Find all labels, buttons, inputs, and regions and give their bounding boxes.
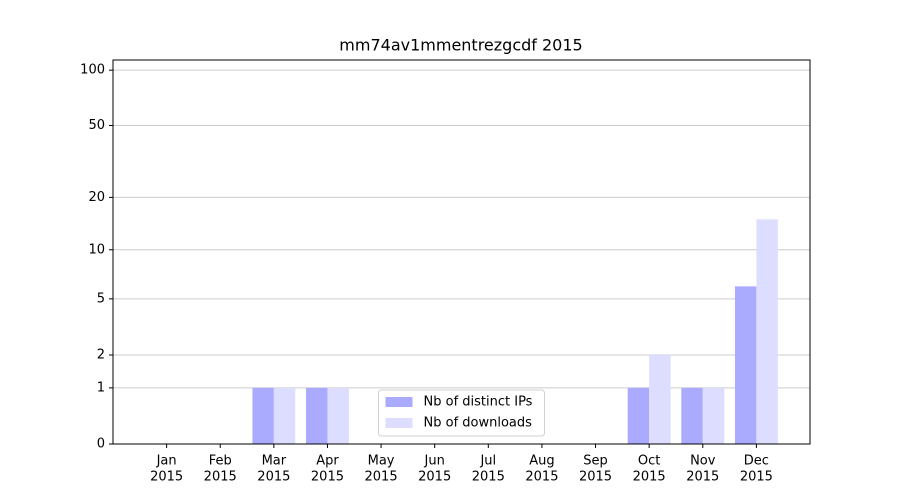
x-tick-label: Dec: [744, 454, 769, 469]
x-tick-label: 2015: [740, 470, 773, 485]
x-tick-label: 2015: [579, 470, 612, 485]
x-tick-label: Sep: [583, 454, 608, 469]
y-tick-label: 20: [88, 190, 105, 205]
bar: [681, 387, 703, 444]
bar: [306, 387, 328, 444]
y-tick-label: 5: [97, 291, 105, 306]
y-tick-label: 1: [97, 380, 105, 395]
legend-swatch: [385, 397, 413, 407]
x-tick-label: May: [368, 454, 395, 469]
y-tick-label: 2: [97, 348, 105, 363]
x-tick-label: Oct: [638, 454, 660, 469]
x-tick-label: Jul: [479, 454, 496, 469]
y-tick-label: 10: [88, 242, 105, 257]
x-tick-label: 2015: [633, 470, 666, 485]
x-tick-label: 2015: [472, 470, 505, 485]
x-tick-label: Aug: [529, 454, 554, 469]
x-tick-label: 2015: [686, 470, 719, 485]
x-tick-label: 2015: [418, 470, 451, 485]
bar: [734, 286, 757, 444]
bar: [627, 387, 650, 444]
legend-label: Nb of distinct IPs: [424, 395, 533, 410]
y-tick-label: 100: [80, 63, 105, 78]
bar: [327, 387, 349, 444]
x-tick-label: 2015: [365, 470, 398, 485]
legend-box: [378, 389, 545, 437]
x-tick-label: Feb: [209, 454, 232, 469]
legend-label: Nb of downloads: [424, 416, 533, 431]
bar: [273, 387, 296, 444]
x-tick-label: 2015: [525, 470, 558, 485]
x-tick-label: Jun: [424, 454, 445, 469]
x-tick-label: Mar: [262, 454, 287, 469]
y-tick-label: 0: [97, 437, 105, 452]
x-tick-label: Apr: [316, 454, 339, 469]
y-tick-label: 50: [88, 118, 105, 133]
x-tick-label: 2015: [150, 470, 183, 485]
bar: [252, 387, 274, 444]
axes-frame: [112, 59, 811, 445]
x-tick-label: 2015: [204, 470, 237, 485]
legend-swatch: [385, 418, 413, 428]
x-tick-label: Jan: [156, 454, 177, 469]
bar: [756, 219, 778, 444]
bar: [702, 387, 725, 444]
x-tick-label: Nov: [690, 454, 716, 469]
chart-title: mm74av1mmentrezgcdf 2015: [339, 36, 582, 55]
bar: [649, 355, 671, 444]
x-tick-label: 2015: [257, 470, 290, 485]
x-tick-label: 2015: [311, 470, 344, 485]
